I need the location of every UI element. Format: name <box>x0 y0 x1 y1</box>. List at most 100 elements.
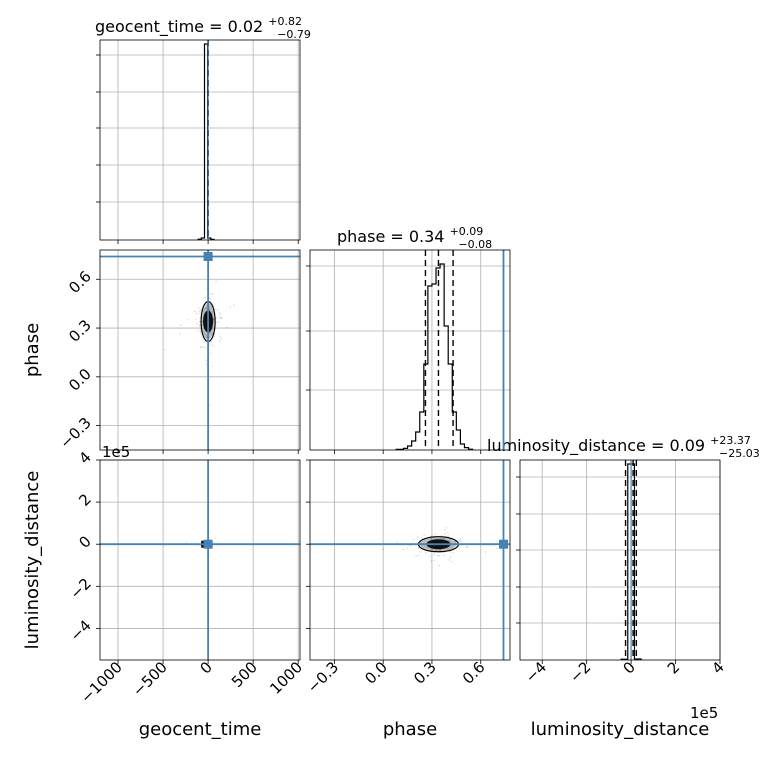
scatter-phase-vs-geocent-time <box>96 249 301 454</box>
y-tick-label-luminosity-distance: 2 <box>75 490 94 509</box>
sample-point <box>451 546 454 548</box>
sample-point <box>425 545 428 548</box>
title-phase: phase = 0.34 +0.09 −0.08 <box>337 220 492 251</box>
sample-point <box>208 303 211 306</box>
sample-point <box>440 534 443 537</box>
sample-point <box>201 320 204 323</box>
sample-point <box>204 347 207 349</box>
sample-point <box>204 336 207 338</box>
sample-point <box>199 320 201 323</box>
histogram-steps <box>395 263 474 450</box>
sample-point <box>205 363 208 366</box>
sample-point <box>435 549 438 552</box>
sample-point <box>211 332 214 335</box>
y-tick-label-phase: 0.3 <box>65 316 95 346</box>
x-tick-label-geocent-time: 500 <box>228 658 261 691</box>
x-tick-label-luminosity-distance: −2 <box>566 658 594 686</box>
ylabel-phase: phase <box>22 323 43 377</box>
sample-point <box>409 544 412 547</box>
sample-point <box>444 532 446 535</box>
xlabel-luminosity-distance: luminosity_distance <box>531 719 710 740</box>
sample-point <box>233 304 235 307</box>
sample-point <box>430 538 432 540</box>
sample-point <box>225 326 228 329</box>
sample-point <box>450 560 453 563</box>
y-tick-label-phase: −0.3 <box>56 414 94 452</box>
x-tick-label-phase: 0.6 <box>459 658 489 688</box>
sample-point <box>218 317 221 319</box>
sample-point <box>415 555 418 557</box>
y-tick-label-luminosity-distance: −4 <box>66 617 94 645</box>
sample-point <box>201 324 204 327</box>
y-tick-label-phase: 0.6 <box>65 267 95 297</box>
sample-point <box>419 551 421 553</box>
sample-point <box>396 541 398 544</box>
sample-point <box>180 324 182 327</box>
title-luminosity-distance: luminosity_distance = 0.09 +23.37 −25.03 <box>487 429 760 460</box>
sample-point <box>199 325 202 328</box>
sample-point <box>446 548 448 551</box>
injection-marker <box>498 539 508 549</box>
sample-point <box>441 537 444 540</box>
sample-point <box>199 330 202 333</box>
sample-point <box>495 547 498 550</box>
x-tick-label-phase: 0.0 <box>361 658 391 688</box>
sample-point <box>203 311 206 314</box>
sample-point <box>211 332 214 335</box>
sample-point <box>417 554 420 556</box>
sample-point <box>208 308 211 311</box>
sample-point <box>204 333 207 336</box>
sample-point <box>197 307 200 310</box>
sample-point <box>466 546 468 549</box>
histogram-phase <box>306 249 511 454</box>
sample-point <box>448 548 451 551</box>
sample-point <box>412 538 415 541</box>
sample-point <box>211 365 214 368</box>
ylabel-luminosity-distance: luminosity_distance <box>22 471 43 650</box>
sample-point <box>218 311 221 314</box>
sample-point <box>211 292 214 295</box>
sample-point <box>442 537 445 540</box>
sample-point <box>460 540 463 542</box>
sample-point <box>204 307 207 310</box>
sample-point <box>203 310 206 313</box>
sample-point <box>423 534 426 537</box>
sample-point <box>205 307 208 310</box>
sample-point <box>439 537 442 540</box>
sample-point <box>210 333 213 336</box>
sample-point <box>204 334 207 337</box>
axes-frame <box>99 39 301 241</box>
sample-point <box>466 546 469 548</box>
sample-point <box>213 336 216 338</box>
sample-point <box>444 538 447 541</box>
sample-point <box>484 551 487 553</box>
x-tick-label-luminosity-distance: 4 <box>708 658 727 677</box>
histogram-steps <box>197 43 215 240</box>
sample-point <box>443 529 446 531</box>
sample-point <box>211 309 214 312</box>
axes-frame <box>99 459 301 661</box>
scatter-luminosity-distance-vs-geocent-time <box>96 459 301 664</box>
sample-point <box>203 309 206 311</box>
sample-point <box>179 333 181 335</box>
offset-label-x: 1e5 <box>690 704 718 722</box>
sample-point <box>217 321 220 324</box>
sample-point <box>449 540 452 543</box>
sample-point <box>448 539 451 542</box>
sample-point <box>212 311 214 313</box>
sample-point <box>204 307 207 309</box>
sample-point <box>435 549 438 552</box>
sample-point <box>218 335 221 338</box>
sample-point <box>213 308 216 310</box>
sample-point <box>215 321 218 324</box>
sample-point <box>220 337 223 340</box>
sample-point <box>439 548 442 551</box>
sample-point <box>459 540 461 543</box>
sample-point <box>195 312 198 315</box>
sample-point <box>423 546 426 549</box>
sample-point <box>449 550 452 553</box>
sample-point <box>433 553 436 556</box>
sample-point <box>449 556 452 559</box>
xlabel-geocent-time: geocent_time <box>139 719 262 740</box>
sample-point <box>209 307 212 310</box>
